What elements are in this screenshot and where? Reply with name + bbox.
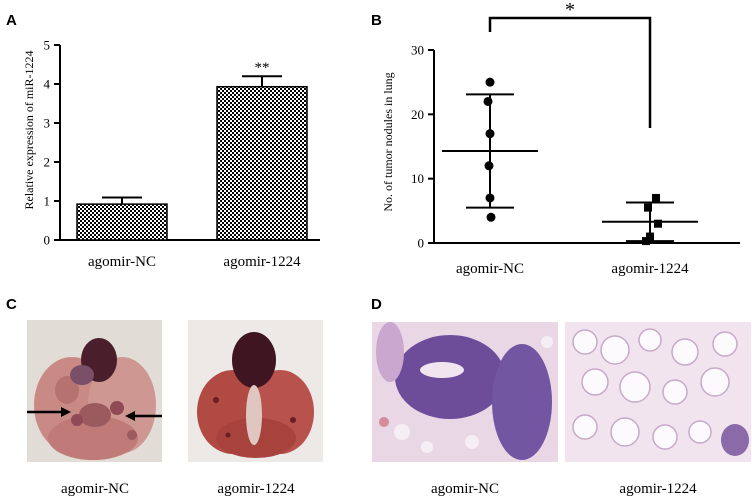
panel-letter-b: B bbox=[371, 12, 382, 29]
lung-photo-agomir-1224 bbox=[188, 320, 323, 462]
y-tick-label-a: 4 bbox=[44, 77, 51, 92]
x-category-label-a: agomir-1224 bbox=[223, 254, 301, 270]
y-tick-label-b: 10 bbox=[411, 171, 424, 186]
bar-agomir-1224 bbox=[216, 85, 308, 241]
y-axis-label-b: No. of tumor nodules in lung bbox=[381, 72, 395, 211]
data-point-circle bbox=[484, 161, 494, 171]
significance-label-b: * bbox=[565, 0, 575, 21]
data-point-circle bbox=[485, 77, 495, 87]
y-tick-label-a: 1 bbox=[44, 194, 51, 209]
bar-chart-mir1224-expression: Relative expression of miR-1224 0 1 2 3 4 5 a… bbox=[22, 38, 320, 270]
y-tick-label-a: 5 bbox=[44, 38, 51, 53]
x-category-label-b: agomir-1224 bbox=[611, 261, 689, 277]
y-tick-label-a: 0 bbox=[44, 233, 51, 248]
x-category-label-a: agomir-NC bbox=[88, 254, 156, 270]
bar-agomir-NC bbox=[76, 203, 168, 241]
y-axis-label-a: Relative expression of miR-1224 bbox=[22, 51, 36, 210]
caption-c-agomir-1224: agomir-1224 bbox=[217, 481, 295, 497]
lung-photo-agomir-nc bbox=[27, 320, 162, 462]
significance-label-a: ** bbox=[255, 60, 270, 76]
data-point-square bbox=[654, 219, 662, 228]
panel-letter-d: D bbox=[371, 296, 382, 313]
caption-c-agomir-nc: agomir-NC bbox=[60, 481, 130, 497]
panel-letter-a: A bbox=[6, 12, 17, 29]
y-tick-label-a: 3 bbox=[44, 116, 51, 131]
data-point-square bbox=[646, 232, 654, 241]
data-point-square bbox=[644, 203, 652, 212]
histology-agomir-1224 bbox=[565, 322, 751, 462]
data-point-circle bbox=[483, 96, 493, 106]
data-point-square bbox=[652, 193, 660, 202]
y-tick-label-b: 0 bbox=[418, 236, 425, 251]
data-point-circle bbox=[485, 193, 495, 203]
scatter-chart-tumor-nodules: No. of tumor nodules in lung 0 10 20 30 ago… bbox=[381, 0, 740, 277]
significance-bracket bbox=[488, 16, 652, 128]
caption-d-agomir-1224: agomir-1224 bbox=[619, 481, 697, 497]
data-point-circle bbox=[485, 129, 495, 139]
panel-letter-c: C bbox=[6, 296, 17, 313]
y-tick-label-b: 20 bbox=[411, 107, 424, 122]
x-category-label-b: agomir-NC bbox=[456, 261, 524, 277]
y-tick-label-a: 2 bbox=[44, 155, 51, 170]
caption-d-agomir-nc: agomir-NC bbox=[430, 481, 500, 497]
data-point-square bbox=[642, 237, 650, 246]
histology-agomir-nc bbox=[372, 322, 558, 462]
y-tick-label-b: 30 bbox=[411, 43, 424, 58]
data-point-circle bbox=[486, 212, 496, 222]
